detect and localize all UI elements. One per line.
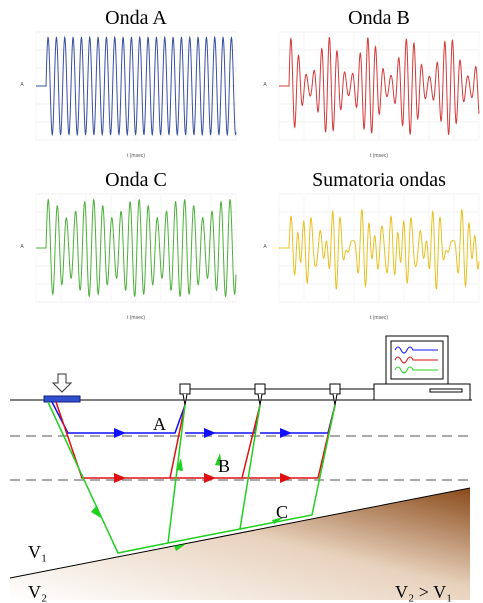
label-b: B: [218, 456, 230, 476]
label-c: C: [276, 502, 288, 522]
drive: [430, 389, 462, 392]
page: Onda A At (msec) Onda B At (msec) Onda C At (…: [0, 0, 483, 603]
y-axis-label: A: [263, 82, 267, 88]
ray-b: [56, 402, 335, 478]
geophone-spike: [183, 394, 187, 405]
wave-charts: Onda A At (msec) Onda B At (msec) Onda C At (…: [20, 7, 479, 321]
source-arrow: [53, 374, 71, 392]
geophone-spike: [258, 394, 262, 405]
recorder: [374, 336, 470, 400]
geophone: [255, 384, 265, 394]
y-axis-label: A: [20, 244, 24, 250]
label-a: A: [153, 414, 166, 434]
x-axis-label: t (msec): [370, 153, 388, 159]
geophones: [180, 384, 340, 405]
ray-a: [52, 402, 335, 433]
source-plate: [44, 396, 80, 402]
y-axis-label: A: [263, 244, 267, 250]
chart-title: Onda B: [348, 7, 410, 29]
geophone: [180, 384, 190, 394]
geophone: [330, 384, 340, 394]
chart-title: Sumatoria ondas: [312, 169, 446, 191]
x-axis-label: t (msec): [127, 153, 145, 159]
seismic-diagram: A B C V₁ V₂ V₂ > V₁: [10, 336, 472, 602]
x-axis-label: t (msec): [127, 315, 145, 321]
x-axis-label: t (msec): [370, 315, 388, 321]
chart-title: Onda C: [105, 169, 167, 191]
geophone-spike: [333, 394, 337, 405]
chart-title: Onda A: [105, 7, 167, 29]
label-v2: V₂: [28, 582, 47, 602]
label-v1: V₁: [28, 542, 47, 562]
y-axis-label: A: [20, 82, 24, 88]
label-relation: V₂ > V₁: [395, 582, 452, 602]
